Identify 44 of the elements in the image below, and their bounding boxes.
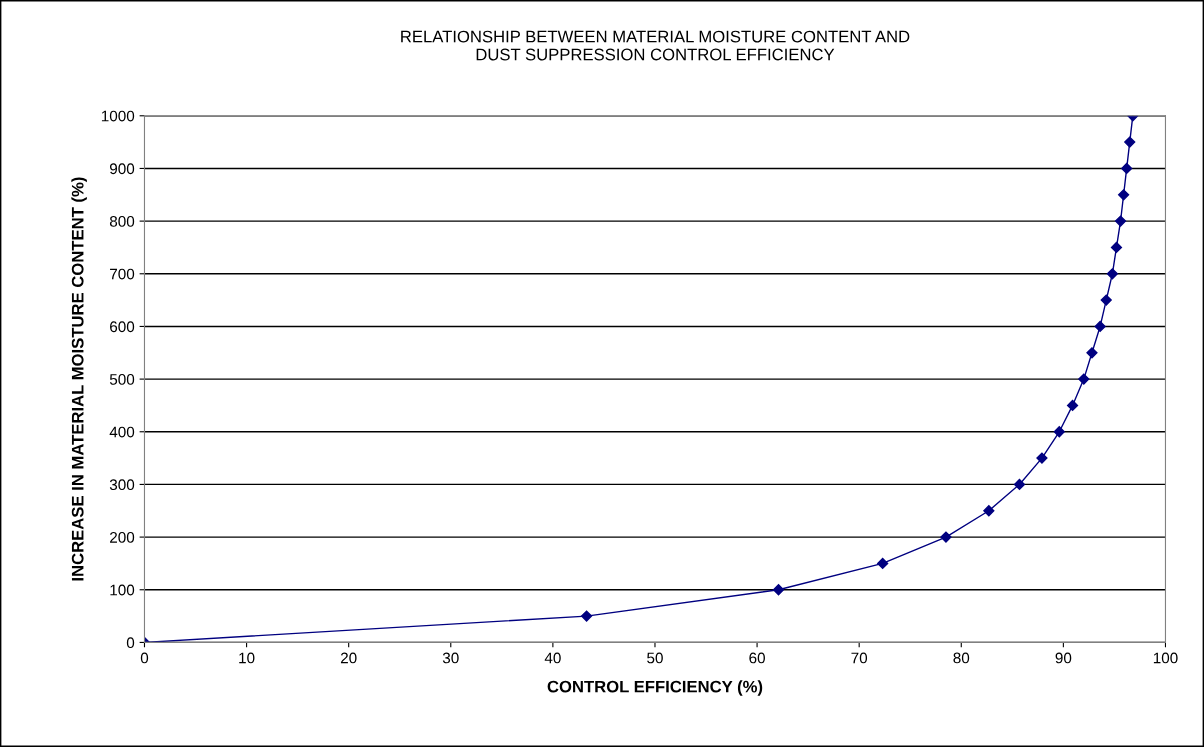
y-tick-label: 100 bbox=[110, 584, 135, 596]
x-tick-label: 50 bbox=[647, 652, 663, 664]
point bbox=[1078, 373, 1090, 385]
point bbox=[1086, 347, 1098, 359]
x-tick-label: 10 bbox=[239, 652, 255, 664]
y-tick-label: 600 bbox=[110, 321, 135, 333]
point bbox=[1106, 268, 1118, 280]
y-tick-label: 500 bbox=[109, 373, 135, 385]
y-tick-label: 1000 bbox=[101, 110, 135, 122]
x-tick-label: 90 bbox=[1055, 652, 1072, 664]
x-axis-title: CONTROL EFFICIENCY (%) bbox=[547, 680, 763, 696]
point bbox=[1110, 241, 1123, 254]
y-axis-title: INCREASE IN MATERIAL MOISTURE CONTENT (%) bbox=[71, 177, 87, 581]
x-tick-label: 40 bbox=[544, 652, 561, 664]
x-tick-label: 0 bbox=[140, 652, 149, 664]
y-tick-label: 400 bbox=[109, 426, 135, 438]
point bbox=[1094, 320, 1106, 333]
point bbox=[772, 584, 785, 596]
point bbox=[1036, 452, 1048, 464]
y-tick-label: 700 bbox=[110, 268, 135, 280]
y-tick-label: 900 bbox=[109, 163, 135, 175]
point bbox=[1066, 399, 1079, 412]
y-tick-label: 200 bbox=[110, 531, 135, 543]
x-tick-label: 80 bbox=[953, 652, 970, 664]
point bbox=[1114, 215, 1127, 227]
point bbox=[877, 557, 889, 570]
point bbox=[580, 610, 593, 622]
chart-title: RELATIONSHIP BETWEEN MATERIAL MOISTURE CONTENT AND DUST SUPPRESSION CONTROL EFFICIENCY bbox=[401, 30, 910, 61]
x-tick-label: 60 bbox=[749, 652, 765, 664]
x-tick-label: 30 bbox=[442, 652, 459, 664]
point bbox=[1013, 478, 1026, 491]
point bbox=[1053, 426, 1065, 438]
x-tick-label: 70 bbox=[851, 652, 868, 664]
point bbox=[940, 531, 952, 543]
y-tick-label: 800 bbox=[109, 215, 135, 227]
point bbox=[1121, 162, 1133, 175]
point bbox=[1124, 136, 1136, 148]
x-tick-label: 20 bbox=[340, 652, 357, 664]
point bbox=[1100, 294, 1112, 306]
point bbox=[983, 505, 995, 517]
y-tick-label: 300 bbox=[109, 479, 135, 491]
x-tick-label: 100 bbox=[1153, 652, 1178, 664]
point bbox=[1118, 189, 1130, 201]
y-tick-label: 0 bbox=[126, 637, 135, 649]
